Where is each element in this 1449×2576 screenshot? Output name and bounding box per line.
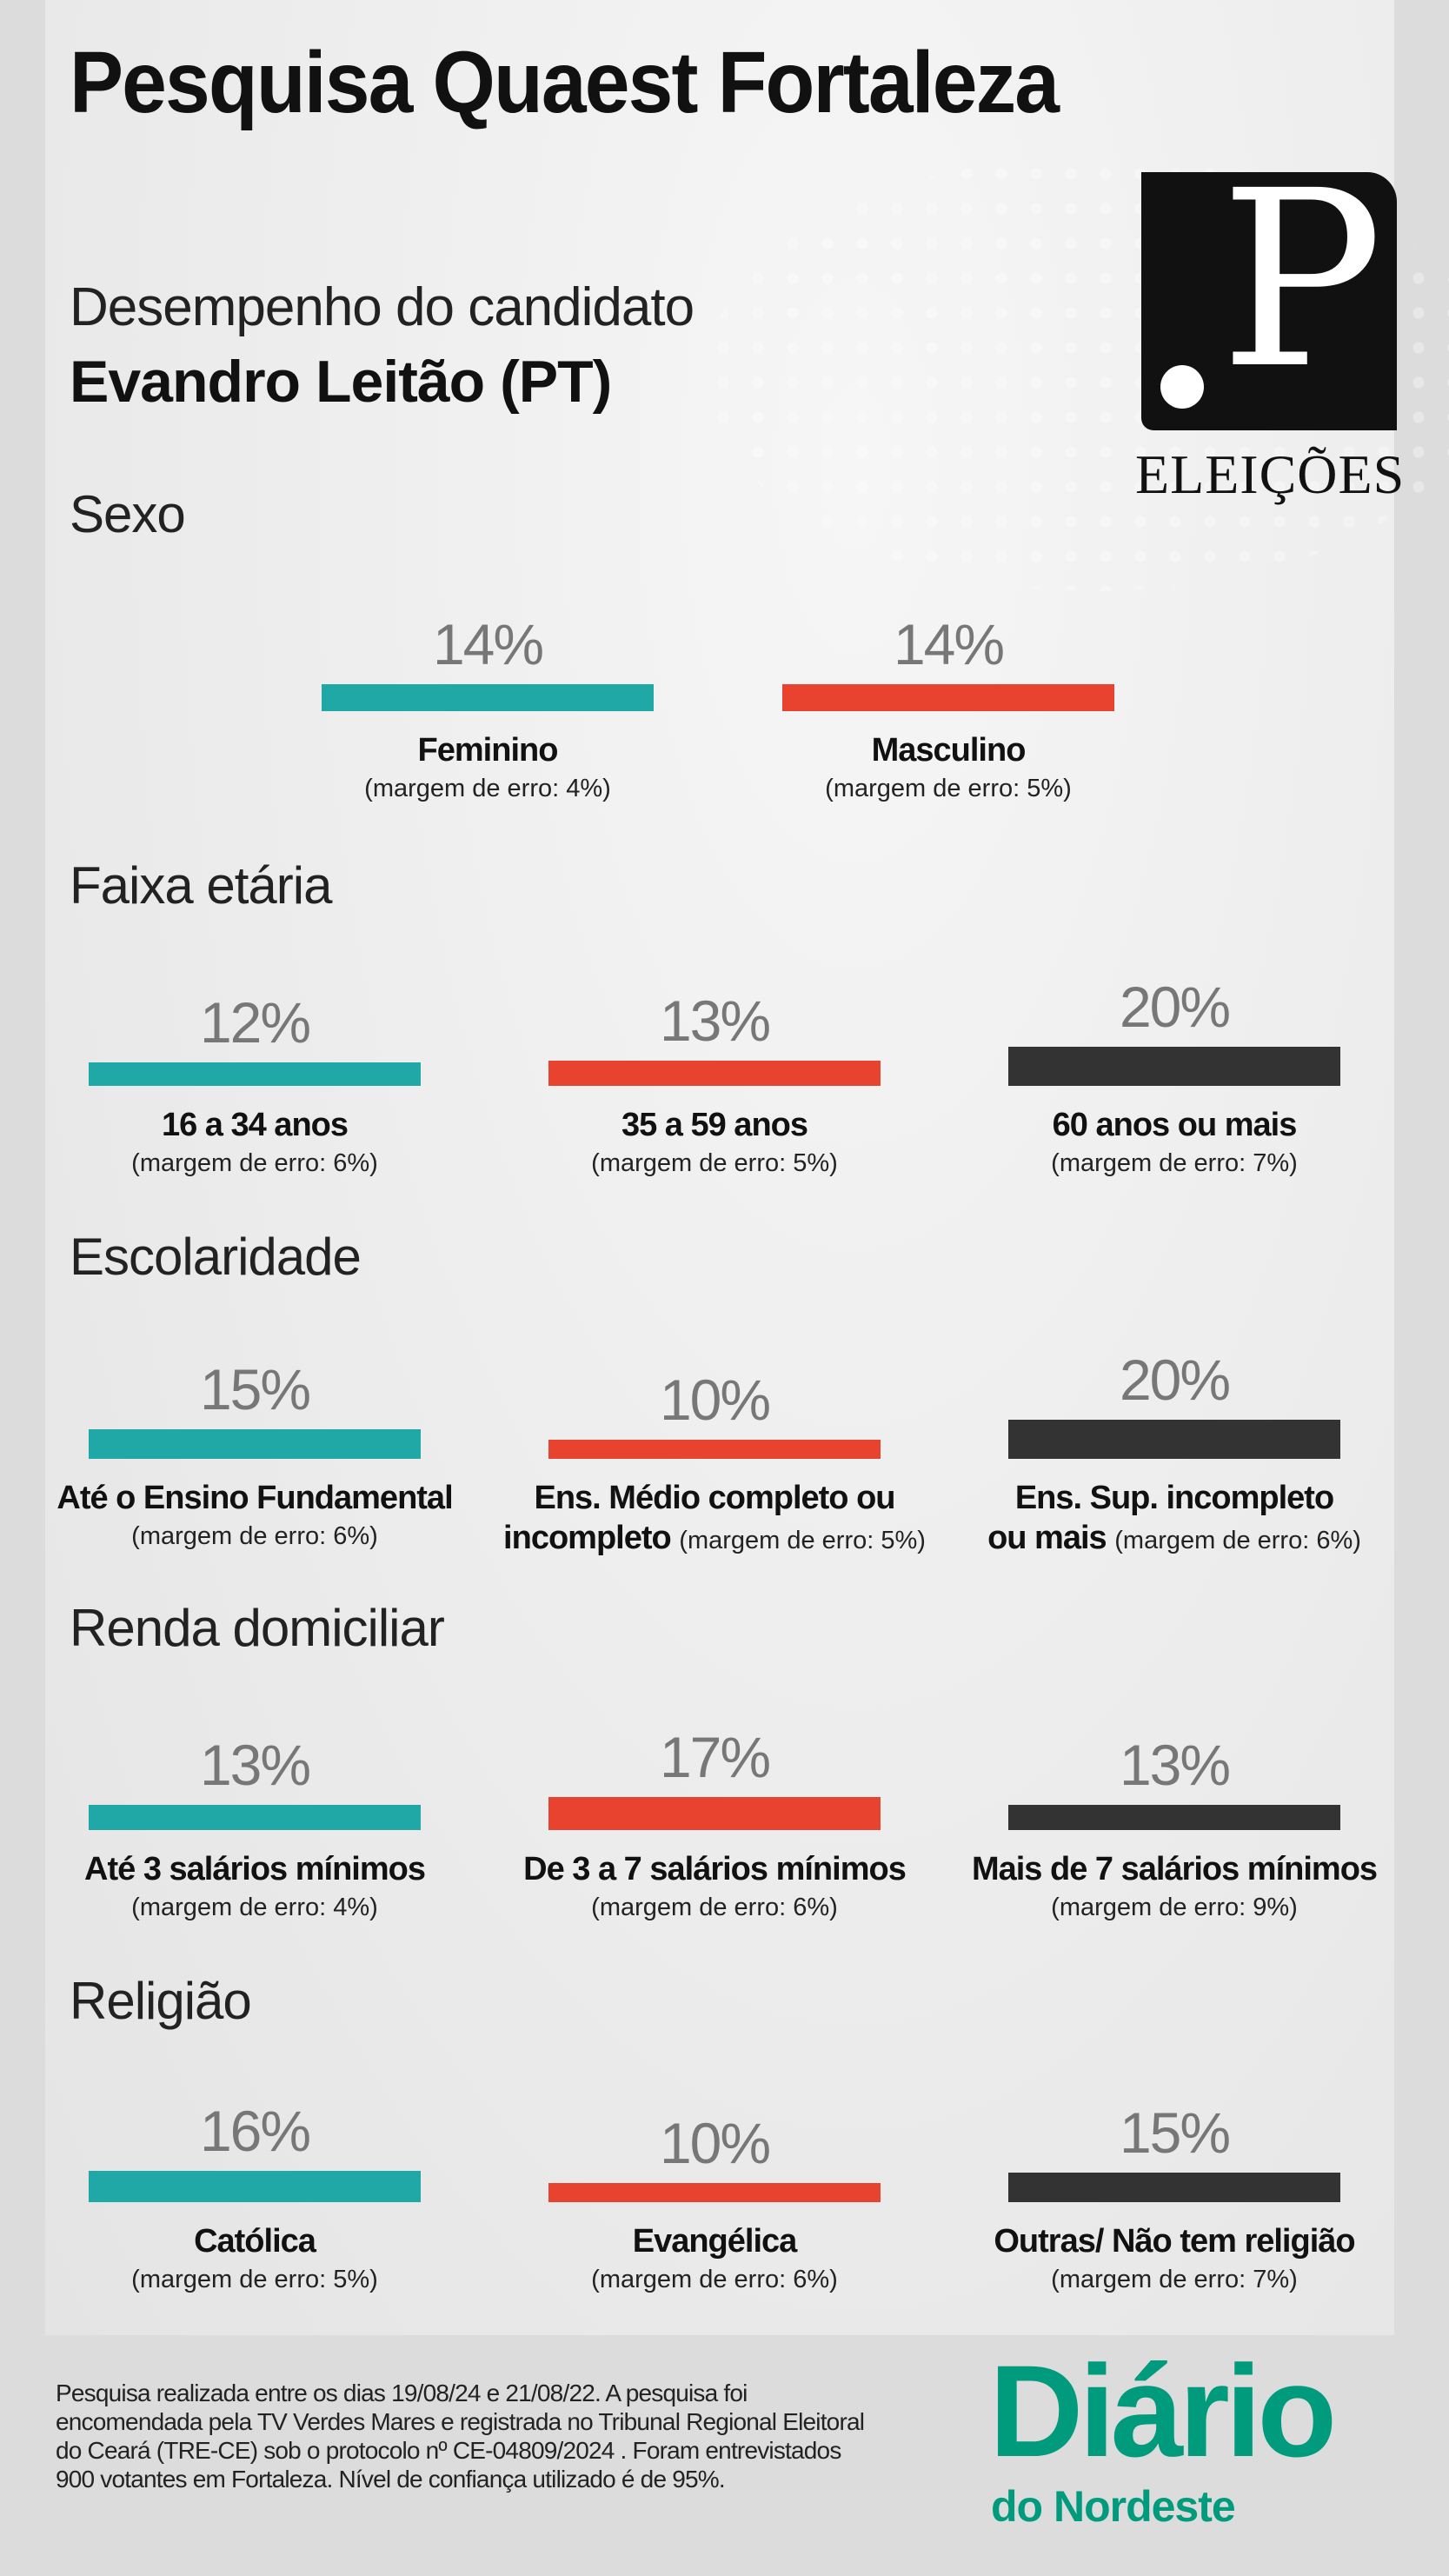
section-heading: Sexo <box>70 485 186 543</box>
value-bar <box>782 683 1114 711</box>
percentage-value: 10% <box>659 2110 771 2175</box>
margin-of-error: (margem de erro: 6%) <box>591 1894 838 1921</box>
category-label: Feminino (margem de erro: 4%) <box>262 730 714 807</box>
label-text: Mais de 7 salários mínimos <box>971 1851 1378 1887</box>
category-label: Masculino (margem de erro: 5%) <box>722 730 1174 807</box>
label-text: Até o Ensino Fundamental <box>56 1480 453 1516</box>
value-bar <box>548 1796 881 1830</box>
value-bar <box>1008 1420 1340 1459</box>
note-line: encomendada pela TV Verdes Mares e regis… <box>56 2408 865 2435</box>
value-bar <box>89 1804 421 1830</box>
candidate-name: Evandro Leitão (PT) <box>70 349 612 415</box>
value-bar <box>1008 1804 1340 1830</box>
label-text: De 3 a 7 salários mínimos <box>523 1851 907 1887</box>
percentage-value: 17% <box>659 1724 771 1789</box>
category-label: Ens. Sup. incompleto ou mais (margem de e… <box>948 1478 1400 1559</box>
value-bar <box>89 1062 421 1086</box>
label-text: ou mais <box>987 1520 1107 1556</box>
eleicoes-label: ELEIÇÕES <box>1135 443 1406 505</box>
margin-of-error: (margem de erro: 6%) <box>1114 1527 1361 1554</box>
value-bar <box>1008 2173 1340 2202</box>
margin-of-error: (margem de erro: 5%) <box>825 775 1072 802</box>
section-heading: Religião <box>70 1972 252 2030</box>
margin-of-error: (margem de erro: 7%) <box>1051 2266 1298 2293</box>
margin-of-error: (margem de erro: 5%) <box>591 1149 838 1177</box>
category-label: 35 a 59 anos (margem de erro: 5%) <box>489 1105 941 1181</box>
section-heading: Faixa etária <box>70 856 332 915</box>
label-text: Católica <box>194 2223 316 2260</box>
logo-dot <box>1160 365 1204 409</box>
percentage-value: 12% <box>199 990 311 1055</box>
label-text: Ens. Sup. incompleto <box>1014 1480 1334 1516</box>
category-label: 60 anos ou mais (margem de erro: 7%) <box>948 1105 1400 1181</box>
category-label: 16 a 34 anos (margem de erro: 6%) <box>29 1105 481 1181</box>
category-label: Mais de 7 salários mínimos (margem de err… <box>948 1849 1400 1926</box>
label-text: Até 3 salários mínimos <box>84 1851 426 1887</box>
margin-of-error: (margem de erro: 4%) <box>131 1894 378 1921</box>
subtitle: Desempenho do candidato <box>70 277 695 337</box>
logo-letter: P <box>1220 172 1384 423</box>
value-bar <box>548 2182 881 2202</box>
category-label: De 3 a 7 salários mínimos (margem de erro… <box>489 1849 941 1926</box>
category-label: Até 3 salários mínimos (margem de erro: 4… <box>29 1849 481 1926</box>
percentage-value: 13% <box>1119 1732 1231 1797</box>
percentage-value: 15% <box>1119 2100 1231 2166</box>
label-text: Feminino <box>417 732 559 769</box>
value-bar <box>1008 1047 1340 1086</box>
label-text: 16 a 34 anos <box>161 1107 349 1143</box>
label-text: Ens. Médio completo ou <box>534 1480 895 1516</box>
category-label: Evangélica (margem de erro: 6%) <box>489 2221 941 2298</box>
margin-of-error: (margem de erro: 5%) <box>131 2266 378 2293</box>
value-bar <box>322 683 654 711</box>
diario-logo-subtitle: do Nordeste <box>991 2482 1236 2531</box>
section-heading: Renda domiciliar <box>70 1599 445 1657</box>
margin-of-error: (margem de erro: 6%) <box>131 1149 378 1177</box>
value-bar <box>89 2171 421 2202</box>
label-text: 35 a 59 anos <box>621 1107 808 1143</box>
label-text: 60 anos ou mais <box>1052 1107 1298 1143</box>
methodology-note: Pesquisa realizada entre os dias 19/08/2… <box>56 2379 865 2493</box>
label-text: Outras/ Não tem religião <box>994 2223 1355 2260</box>
percentage-value: 10% <box>659 1367 771 1432</box>
percentage-value: 14% <box>893 611 1005 676</box>
percentage-value: 20% <box>1119 975 1231 1039</box>
opovo-logo: P <box>1141 172 1397 430</box>
percentage-value: 15% <box>199 1357 311 1422</box>
note-line: do Ceará (TRE-CE) sob o protocolo nº CE-… <box>56 2437 841 2464</box>
margin-of-error: (margem de erro: 9%) <box>1051 1894 1298 1921</box>
value-bar <box>89 1429 421 1459</box>
percentage-value: 20% <box>1119 1348 1231 1412</box>
category-label: Até o Ensino Fundamental (margem de erro:… <box>29 1478 481 1554</box>
section-heading: Escolaridade <box>70 1228 362 1286</box>
margin-of-error: (margem de erro: 6%) <box>131 1522 378 1550</box>
label-text: Masculino <box>871 732 1027 769</box>
category-label: Outras/ Não tem religião (margem de erro:… <box>948 2221 1400 2298</box>
margin-of-error: (margem de erro: 7%) <box>1051 1149 1298 1177</box>
category-label: Ens. Médio completo ou incompleto (margem… <box>489 1478 941 1559</box>
page-title: Pesquisa Quaest Fortaleza <box>70 34 1060 131</box>
category-label: Católica (margem de erro: 5%) <box>29 2221 481 2298</box>
label-text: Evangélica <box>632 2223 798 2260</box>
margin-of-error: (margem de erro: 4%) <box>364 775 611 802</box>
margin-of-error: (margem de erro: 5%) <box>679 1527 926 1554</box>
percentage-value: 13% <box>199 1732 311 1797</box>
label-text: incompleto <box>503 1520 672 1556</box>
percentage-value: 16% <box>199 2099 311 2163</box>
diario-logo: Diário <box>989 2338 1337 2484</box>
percentage-value: 14% <box>432 611 544 676</box>
margin-of-error: (margem de erro: 6%) <box>591 2266 838 2293</box>
value-bar <box>548 1439 881 1459</box>
percentage-value: 13% <box>659 988 771 1053</box>
value-bar <box>548 1060 881 1086</box>
note-line: Pesquisa realizada entre os dias 19/08/2… <box>56 2380 748 2406</box>
note-line: 900 votantes em Fortaleza. Nível de conf… <box>56 2466 726 2493</box>
